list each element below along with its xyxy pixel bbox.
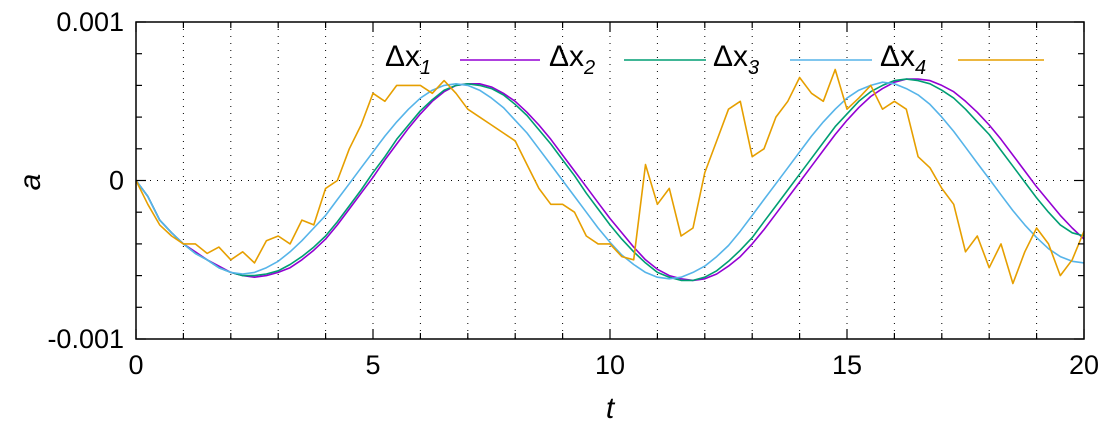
legend-label: Δx3 <box>713 40 759 79</box>
legend-entry-1: Δx1 <box>385 40 540 79</box>
legend-entry-4: Δx4 <box>880 40 1044 79</box>
x-tick-label: 20 <box>1069 350 1099 380</box>
legend-entry-3: Δx3 <box>713 40 872 79</box>
grid <box>136 22 1084 339</box>
series-line-1 <box>135 78 1085 282</box>
series-line-2 <box>135 78 1085 282</box>
legend: Δx1 Δx2 Δx3 Δx4 <box>385 40 1044 79</box>
legend-label: Δx4 <box>880 40 926 79</box>
series-lines <box>135 68 1085 285</box>
series-line-4 <box>135 68 1085 285</box>
series-line-3 <box>135 81 1085 280</box>
legend-entry-2: Δx2 <box>549 40 706 79</box>
y-tick-label: -0.001 <box>47 324 124 354</box>
y-tick-label: 0 <box>109 166 124 196</box>
legend-label: Δx1 <box>385 40 431 79</box>
x-tick-label: 10 <box>595 350 625 380</box>
x-tick-label: 0 <box>128 350 143 380</box>
x-axis-label: t <box>606 392 616 425</box>
x-tick-label: 5 <box>365 350 380 380</box>
y-tick-label: 0.001 <box>56 7 124 37</box>
y-axis-label: a <box>14 174 47 191</box>
legend-label: Δx2 <box>549 40 595 79</box>
x-tick-label: 15 <box>832 350 862 380</box>
